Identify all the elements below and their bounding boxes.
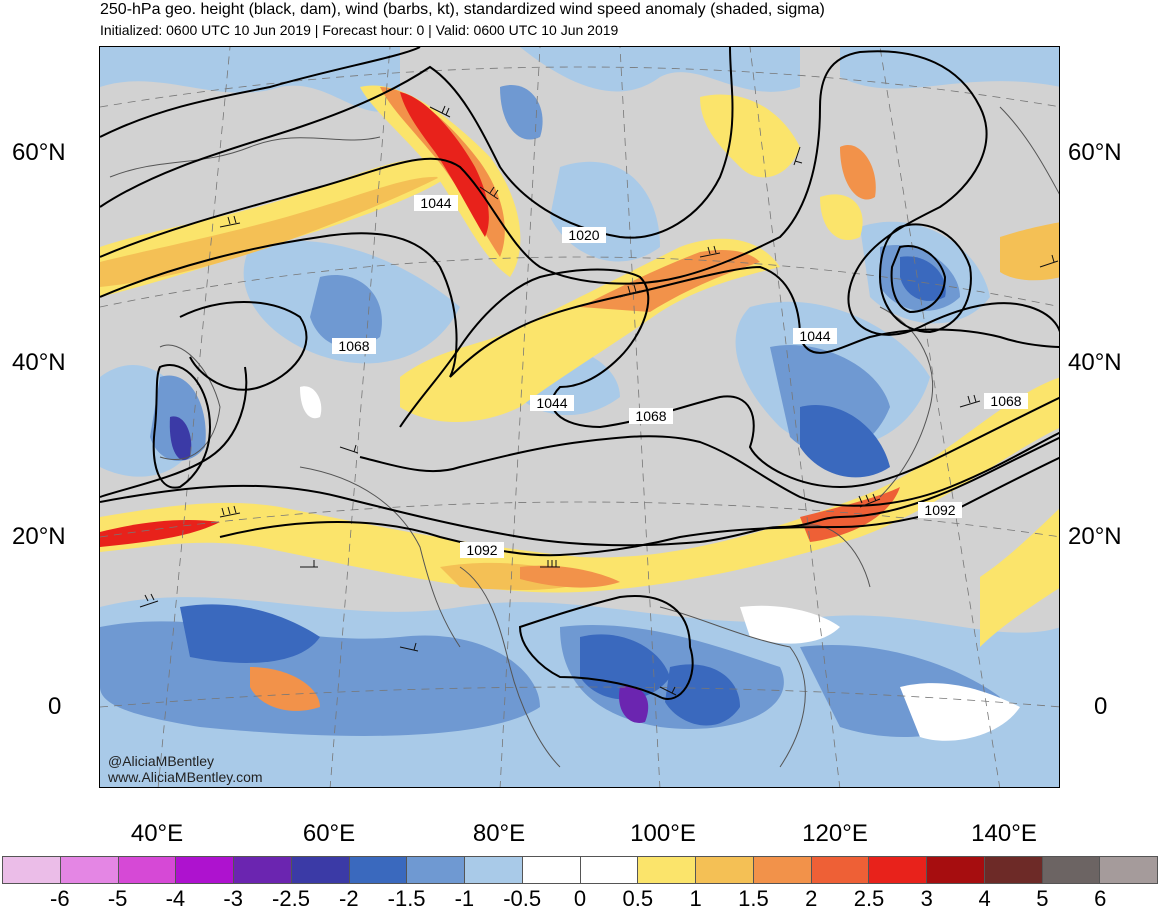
colorbar-swatch <box>465 857 523 883</box>
colorbar-swatch <box>3 857 61 883</box>
contour-labels: 1020 1044 1068 1044 1068 1044 1068 1092 … <box>332 195 1028 558</box>
colorbar-label: -1.5 <box>387 886 426 911</box>
credit-handle: @AliciaMBentley <box>108 753 215 769</box>
map-canvas: 1020 1044 1068 1044 1068 1044 1068 1092 … <box>100 47 1059 787</box>
colorbar-swatch <box>349 857 408 883</box>
height-contours <box>100 47 1059 700</box>
lat-label-right-0: 0 <box>1094 693 1108 720</box>
colorbar-swatch <box>869 857 927 883</box>
lon-label-80e: 80°E <box>472 820 526 847</box>
colorbar-label: -0.5 <box>503 886 542 911</box>
lat-label-left-0: 0 <box>48 693 62 720</box>
contour-label: 1068 <box>338 338 369 354</box>
contour-label: 1092 <box>466 542 497 558</box>
colorbar-swatch <box>696 857 754 883</box>
colorbar-swatch <box>753 857 812 883</box>
wind-barbs <box>139 105 1059 696</box>
colorbar-label: 0.5 <box>622 886 654 911</box>
lon-label-40e: 40°E <box>130 820 184 847</box>
colorbar-label: -2.5 <box>272 886 310 911</box>
colorbar-label: 0 <box>573 886 587 911</box>
lat-label-left-60n: 60°N <box>12 139 66 166</box>
chart-subtitle: Initialized: 0600 UTC 10 Jun 2019 | Fore… <box>100 22 619 38</box>
colorbar-swatch <box>811 857 870 883</box>
colorbar-swatch <box>407 857 465 883</box>
colorbar-label: 3 <box>920 886 933 911</box>
colorbar-swatch <box>580 857 639 883</box>
colorbar-swatch <box>234 857 292 883</box>
colorbar-swatch <box>291 857 350 883</box>
weather-map: 1020 1044 1068 1044 1068 1044 1068 1092 … <box>99 46 1060 788</box>
colorbar-label: 2 <box>805 886 818 911</box>
colorbar-label: -3 <box>223 886 243 911</box>
colorbar-swatch <box>638 857 696 883</box>
colorbar-swatch <box>60 857 119 883</box>
contour-label: 1092 <box>924 502 955 518</box>
lat-label-right-40n: 40°N <box>1068 349 1122 376</box>
contour-label: 1044 <box>799 328 830 344</box>
colorbar-swatch <box>118 857 177 883</box>
colorbar-swatch <box>984 857 1043 883</box>
colorbar-label: -4 <box>165 886 186 911</box>
colorbar-label: 2.5 <box>853 886 885 911</box>
lat-label-left-20n: 20°N <box>12 523 66 550</box>
lon-label-120e: 120°E <box>802 820 868 847</box>
chart-title: 250-hPa geo. height (black, dam), wind (… <box>100 1 825 18</box>
colorbar-swatch <box>522 857 581 883</box>
colorbar-label: -1 <box>454 886 475 911</box>
lat-label-right-60n: 60°N <box>1068 139 1122 166</box>
contour-label: 1044 <box>420 195 451 211</box>
lon-label-140e: 140°E <box>971 820 1037 847</box>
lat-label-left-40n: 40°N <box>12 349 66 376</box>
colorbar-label: 4 <box>978 886 991 911</box>
colorbar-label: -5 <box>107 886 128 911</box>
contour-label: 1068 <box>990 393 1021 409</box>
colorbar-label: 1 <box>689 886 702 911</box>
colorbar-label: 1.5 <box>738 886 769 911</box>
colorbar-swatch <box>176 857 234 883</box>
colorbar-label: -6 <box>50 886 70 911</box>
colorbar-label: 5 <box>1036 886 1049 911</box>
contour-label: 1068 <box>635 408 666 424</box>
colorbar-label: 6 <box>1094 886 1107 911</box>
colorbar-swatch <box>927 857 985 883</box>
coastlines <box>109 106 1059 768</box>
colorbar <box>2 856 1158 884</box>
colorbar-swatch <box>1100 857 1157 883</box>
lat-label-right-20n: 20°N <box>1068 523 1122 550</box>
colorbar-swatch <box>1042 857 1101 883</box>
contour-label: 1044 <box>536 395 567 411</box>
lon-label-60e: 60°E <box>302 820 356 847</box>
colorbar-label: -2 <box>339 886 359 911</box>
lon-label-100e: 100°E <box>630 820 696 847</box>
contour-label: 1020 <box>568 227 599 243</box>
credit-website: www.AliciaMBentley.com <box>108 769 263 785</box>
